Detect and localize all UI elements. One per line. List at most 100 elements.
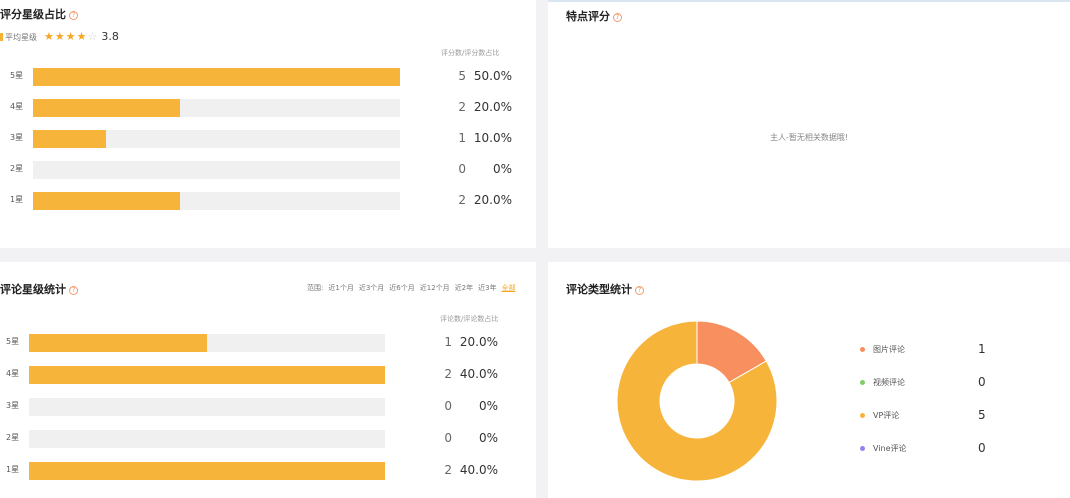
bar-fill xyxy=(33,99,180,117)
legend-label: 视频评论 xyxy=(873,378,905,387)
review-type-donut-chart xyxy=(616,320,778,482)
review-type-title: 评论类型统计? xyxy=(566,281,644,297)
row-count: 0 xyxy=(444,399,452,413)
row-count: 2 xyxy=(444,367,452,381)
legend-dot xyxy=(860,380,865,385)
legend-label: 图片评论 xyxy=(873,345,905,354)
row-percent: 50.0% xyxy=(473,69,512,83)
row-count: 0 xyxy=(444,431,452,445)
feature-score-panel: 特点评分? 主人-暂无相关数据哦! xyxy=(548,0,1070,248)
legend-item[interactable]: 图片评论 1 xyxy=(860,342,990,357)
row-label: 1星 xyxy=(6,465,20,474)
row-percent: 20.0% xyxy=(459,335,498,349)
feature-score-title: 特点评分? xyxy=(566,8,622,24)
row-count: 2 xyxy=(444,463,452,477)
bar-track xyxy=(29,430,385,448)
empty-state-text: 主人-暂无相关数据哦! xyxy=(769,133,849,142)
row-percent: 20.0% xyxy=(473,193,512,207)
legend-label: VP评论 xyxy=(873,411,900,420)
row-label: 4星 xyxy=(6,369,20,378)
row-percent: 10.0% xyxy=(473,131,512,145)
rating-row: 4星 2 20.0% xyxy=(0,99,536,117)
rating-row: 3星 0 0% xyxy=(0,398,536,416)
rating-row: 5星 5 50.0% xyxy=(0,68,536,86)
help-icon[interactable]: ? xyxy=(635,286,644,295)
row-count: 5 xyxy=(458,69,466,83)
row-label: 2星 xyxy=(10,164,24,173)
review-star-title: 评论星级统计? xyxy=(0,281,78,297)
bar-fill xyxy=(33,130,107,148)
row-percent: 20.0% xyxy=(473,100,512,114)
avg-label: 平均星级 xyxy=(5,33,37,42)
bar-fill xyxy=(33,68,400,86)
legend-dot xyxy=(860,347,865,352)
range-option[interactable]: 近6个月 xyxy=(389,284,415,292)
legend-value: 0 xyxy=(978,441,986,455)
rating-row: 1星 2 20.0% xyxy=(0,192,536,210)
row-count: 0 xyxy=(458,162,466,176)
rating-row: 2星 0 0% xyxy=(0,161,536,179)
star-rating-icon: ★★★★☆ xyxy=(44,30,99,43)
row-percent: 40.0% xyxy=(459,367,498,381)
legend-dot xyxy=(860,413,865,418)
bar-track xyxy=(29,398,385,416)
legend-dot xyxy=(860,446,865,451)
row-label: 3星 xyxy=(6,401,20,410)
bar-fill xyxy=(29,366,385,384)
bar-track xyxy=(33,130,400,148)
range-label: 范围: xyxy=(307,284,324,292)
column-header: 评分数/评分数占比 xyxy=(441,49,500,57)
row-percent: 40.0% xyxy=(459,463,498,477)
rating-share-title: 评分星级占比? xyxy=(0,6,78,22)
rating-row: 1星 2 40.0% xyxy=(0,462,536,480)
bar-track xyxy=(33,99,400,117)
row-label: 3星 xyxy=(10,133,24,142)
avg-value: 3.8 xyxy=(101,30,119,43)
range-option[interactable]: 近3个月 xyxy=(358,284,385,292)
row-label: 4星 xyxy=(10,102,24,111)
bar-track xyxy=(29,366,385,384)
bar-fill xyxy=(29,462,385,480)
bar-fill xyxy=(29,334,207,352)
row-count: 2 xyxy=(458,100,466,114)
bar-track xyxy=(33,161,400,179)
bar-track xyxy=(29,462,385,480)
row-label: 1星 xyxy=(10,195,24,204)
bar-track xyxy=(33,68,400,86)
bar-fill xyxy=(33,192,180,210)
range-option[interactable]: 近3年 xyxy=(478,284,497,292)
column-header: 评论数/评论数占比 xyxy=(440,315,499,323)
row-label: 5星 xyxy=(6,337,20,346)
row-label: 2星 xyxy=(6,433,20,442)
legend-item[interactable]: VP评论 5 xyxy=(860,408,990,423)
legend-item[interactable]: Vine评论 0 xyxy=(860,441,990,456)
row-label: 5星 xyxy=(10,71,24,80)
help-icon[interactable]: ? xyxy=(69,11,78,20)
rating-row: 2星 0 0% xyxy=(0,430,536,448)
range-option[interactable]: 近2年 xyxy=(454,284,474,292)
help-icon[interactable]: ? xyxy=(613,13,622,22)
bar-track xyxy=(29,334,385,352)
legend-value: 1 xyxy=(978,342,986,356)
range-option[interactable]: 近1个月 xyxy=(328,284,354,292)
legend-marker xyxy=(0,33,3,41)
donut-slice[interactable] xyxy=(616,320,778,482)
row-count: 1 xyxy=(458,131,466,145)
bar-track xyxy=(33,192,400,210)
row-percent: 0% xyxy=(492,162,512,176)
range-filter: 范围: 近1个月 近3个月 近6个月 近12个月 近2年 近3年 全部 xyxy=(307,283,526,293)
range-option[interactable]: 近12个月 xyxy=(419,284,450,292)
rating-row: 4星 2 40.0% xyxy=(0,366,536,384)
range-option[interactable]: 全部 xyxy=(501,284,516,292)
row-percent: 0% xyxy=(478,399,498,413)
legend-label: Vine评论 xyxy=(873,444,907,453)
rating-row: 3星 1 10.0% xyxy=(0,130,536,148)
legend-value: 5 xyxy=(978,408,986,422)
row-count: 1 xyxy=(444,335,452,349)
rating-row: 5星 1 20.0% xyxy=(0,334,536,352)
legend-value: 0 xyxy=(978,375,986,389)
legend-item[interactable]: 视频评论 0 xyxy=(860,375,990,390)
row-percent: 0% xyxy=(478,431,498,445)
help-icon[interactable]: ? xyxy=(69,286,78,295)
average-rating: 平均星级 ★★★★☆ 3.8 xyxy=(0,30,119,43)
